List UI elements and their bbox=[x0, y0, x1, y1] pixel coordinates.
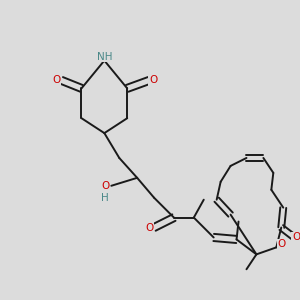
Text: O: O bbox=[52, 75, 61, 85]
Text: O: O bbox=[145, 223, 153, 232]
Text: O: O bbox=[292, 232, 300, 242]
Text: H: H bbox=[101, 193, 109, 203]
Text: O: O bbox=[149, 75, 157, 85]
Text: NH: NH bbox=[97, 52, 112, 61]
Text: O: O bbox=[277, 239, 285, 249]
Text: O: O bbox=[101, 181, 110, 191]
